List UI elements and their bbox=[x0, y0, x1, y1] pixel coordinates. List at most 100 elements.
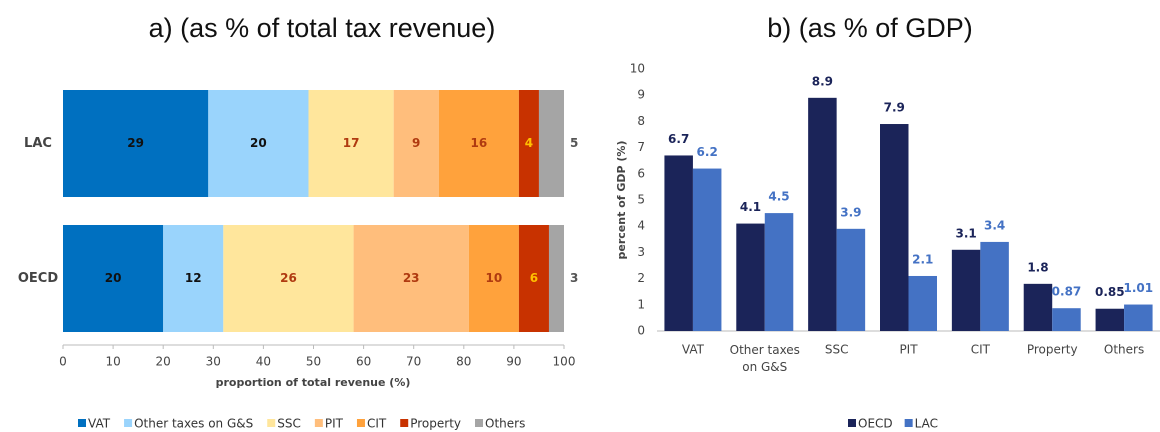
x-tick-label: 100 bbox=[553, 355, 576, 369]
x-tick-label: 90 bbox=[506, 355, 521, 369]
value-label: 2.1 bbox=[912, 252, 933, 266]
x-tick-label: 40 bbox=[256, 355, 271, 369]
bar bbox=[951, 249, 981, 331]
legend-label: Others bbox=[485, 417, 525, 431]
value-label: 20 bbox=[105, 271, 122, 285]
x-tick-label: 20 bbox=[156, 355, 171, 369]
value-label: 12 bbox=[185, 271, 202, 285]
value-label: 20 bbox=[250, 136, 267, 150]
value-label: 1.01 bbox=[1124, 281, 1154, 295]
bar-segment bbox=[548, 225, 564, 332]
value-label: 16 bbox=[470, 136, 487, 150]
x-tick-label: 70 bbox=[406, 355, 421, 369]
legend-label: Other taxes on G&S bbox=[134, 417, 253, 431]
value-label: 17 bbox=[343, 136, 360, 150]
bar bbox=[1052, 308, 1081, 331]
y-tick-label: 9 bbox=[637, 88, 645, 102]
y-axis-label: percent of GDP (%) bbox=[615, 141, 628, 260]
value-label: 3.9 bbox=[840, 205, 861, 219]
y-tick-label: 8 bbox=[637, 114, 645, 128]
value-label: 7.9 bbox=[884, 101, 905, 115]
bar-segment bbox=[63, 90, 209, 197]
chart-title: b) (as % of GDP) bbox=[767, 13, 973, 43]
legend-label: VAT bbox=[88, 417, 111, 431]
legend-label: OECD bbox=[858, 417, 893, 431]
x-tick-label: 50 bbox=[306, 355, 321, 369]
bar bbox=[908, 275, 937, 331]
y-tick-label: 10 bbox=[630, 62, 645, 76]
y-tick-label: 5 bbox=[637, 193, 645, 207]
y-tick-label: 7 bbox=[637, 140, 645, 154]
x-tick-label: CIT bbox=[971, 343, 991, 357]
x-tick-label: SSC bbox=[825, 343, 849, 357]
legend-swatch bbox=[267, 419, 276, 427]
legend-label: SSC bbox=[277, 417, 301, 431]
value-label: 6 bbox=[530, 271, 538, 285]
y-tick-label: 6 bbox=[637, 166, 645, 180]
legend-label: CIT bbox=[367, 417, 387, 431]
bar-segment bbox=[63, 225, 164, 332]
legend-label: Property bbox=[410, 417, 461, 431]
x-tick-label: 10 bbox=[105, 355, 120, 369]
bar bbox=[736, 223, 765, 331]
legend-swatch bbox=[475, 419, 483, 427]
legend-swatch bbox=[314, 419, 323, 427]
bar-segment bbox=[538, 90, 564, 197]
value-label: 6.7 bbox=[668, 132, 689, 146]
legend-swatch bbox=[78, 419, 86, 427]
bar bbox=[1124, 304, 1153, 331]
legend-label: LAC bbox=[915, 417, 938, 431]
bar-segment bbox=[468, 225, 519, 332]
value-label: 5 bbox=[570, 136, 578, 150]
x-tick-label: 0 bbox=[59, 355, 67, 369]
bar-segment bbox=[223, 225, 354, 332]
legend-swatch bbox=[848, 419, 856, 427]
value-label: 1.8 bbox=[1027, 260, 1048, 274]
bar bbox=[808, 97, 837, 331]
bar bbox=[1023, 283, 1053, 331]
bar bbox=[1095, 308, 1125, 331]
y-tick-label: 0 bbox=[637, 324, 645, 338]
x-tick-label: 60 bbox=[356, 355, 371, 369]
category-label: LAC bbox=[24, 136, 52, 151]
bar bbox=[692, 168, 722, 331]
value-label: 4.1 bbox=[740, 200, 761, 214]
value-label: 9 bbox=[412, 136, 420, 150]
bar-segment bbox=[438, 90, 519, 197]
bar-segment bbox=[163, 225, 224, 332]
chart-title: a) (as % of total tax revenue) bbox=[149, 13, 496, 43]
y-tick-label: 4 bbox=[637, 219, 645, 233]
value-label: 4.5 bbox=[768, 190, 789, 204]
bar bbox=[880, 124, 909, 332]
x-tick-label: Other taxes on G&S bbox=[730, 343, 800, 374]
bar bbox=[980, 241, 1009, 331]
value-label: 0.87 bbox=[1052, 285, 1082, 299]
value-label: 10 bbox=[486, 271, 503, 285]
legend-swatch bbox=[904, 419, 913, 427]
bar bbox=[764, 213, 794, 331]
category-label: OECD bbox=[18, 271, 58, 286]
y-tick-label: 2 bbox=[637, 271, 645, 285]
bar-segment bbox=[393, 90, 439, 197]
bar-segment bbox=[518, 90, 539, 197]
bar bbox=[836, 228, 866, 331]
value-label: 3.4 bbox=[984, 218, 1005, 232]
x-tick-label: Property bbox=[1027, 343, 1078, 357]
value-label: 3.1 bbox=[955, 226, 976, 240]
bar-segment bbox=[208, 90, 309, 197]
x-tick-label: 80 bbox=[456, 355, 471, 369]
legend-label: PIT bbox=[325, 417, 344, 431]
bar-segment bbox=[308, 90, 394, 197]
x-tick-label: 30 bbox=[206, 355, 221, 369]
y-tick-label: 1 bbox=[637, 297, 645, 311]
y-tick-label: 3 bbox=[637, 245, 645, 259]
bar-segment bbox=[518, 225, 549, 332]
value-label: 3 bbox=[570, 271, 578, 285]
value-label: 0.85 bbox=[1095, 285, 1125, 299]
value-label: 4 bbox=[525, 136, 533, 150]
value-label: 29 bbox=[127, 136, 144, 150]
value-label: 26 bbox=[280, 271, 297, 285]
value-label: 8.9 bbox=[812, 74, 833, 88]
x-tick-label: Others bbox=[1104, 343, 1144, 357]
bar-segment bbox=[353, 225, 469, 332]
